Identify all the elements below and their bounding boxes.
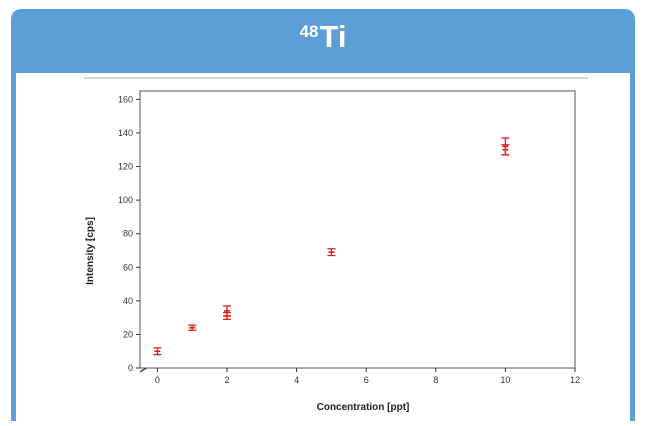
isotope-mass-number: 48 <box>299 22 319 41</box>
y-tick-labels: 0 20 40 60 80 100 120 140 160 <box>118 94 133 373</box>
axes <box>136 90 576 372</box>
x-tick-label: 4 <box>294 375 299 385</box>
y-tick-label: 40 <box>123 296 133 306</box>
y-tick-label: 0 <box>128 363 133 373</box>
y-tick-label: 60 <box>123 262 133 272</box>
data-point <box>327 248 336 257</box>
calibration-chart: 0 2 4 6 8 10 12 0 20 40 60 80 100 120 140 160 Concentr… <box>84 77 588 413</box>
y-axis-label: Intensity [cps] <box>85 217 96 285</box>
element-symbol: Ti <box>319 19 347 54</box>
x-tick-label: 0 <box>155 375 160 385</box>
chart-panel: 0 2 4 6 8 10 12 0 20 40 60 80 100 120 140 160 Concentr… <box>16 73 630 421</box>
y-tick-label: 100 <box>118 195 133 205</box>
x-tick-label: 10 <box>500 375 510 385</box>
data-point <box>188 324 197 331</box>
header-card: 48Ti 0 2 4 6 8 10 12 0 20 40 60 80 100 120 140 160 Con… <box>11 9 635 421</box>
data-points <box>153 137 510 356</box>
y-tick-label: 140 <box>118 128 133 138</box>
y-tick-label: 20 <box>123 329 133 339</box>
x-tick-label: 6 <box>364 375 369 385</box>
x-tick-label: 8 <box>433 375 438 385</box>
plot-frame <box>139 90 576 369</box>
data-point <box>501 144 510 156</box>
y-tick-label: 120 <box>118 162 133 172</box>
page-title: 48Ti <box>11 21 635 52</box>
x-axis-label: Concentration [ppt] <box>317 402 410 413</box>
x-tick-label: 12 <box>570 375 580 385</box>
y-tick-label: 80 <box>123 229 133 239</box>
data-point <box>223 311 231 320</box>
data-point <box>153 347 162 356</box>
x-tick-labels: 0 2 4 6 8 10 12 <box>155 375 580 385</box>
y-tick-label: 160 <box>118 94 133 104</box>
x-tick-label: 2 <box>224 375 229 385</box>
